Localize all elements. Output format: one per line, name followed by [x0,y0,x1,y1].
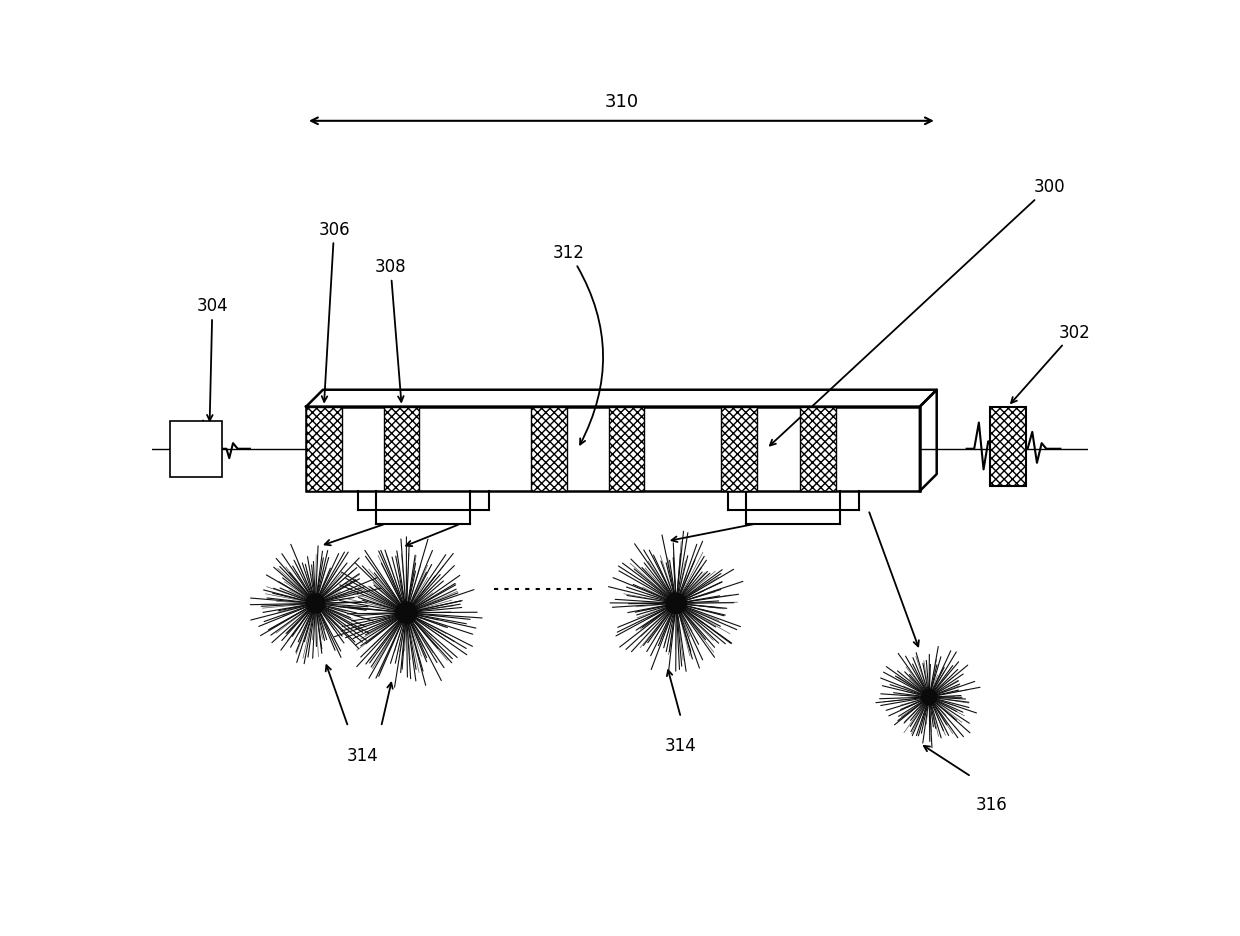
Bar [531,407,567,491]
Circle shape [396,603,417,623]
Bar [609,407,645,491]
Circle shape [306,594,325,613]
Bar [306,407,920,491]
Text: 302: 302 [1011,323,1090,403]
Text: 300: 300 [770,178,1065,446]
Circle shape [311,600,320,607]
Bar [384,407,419,491]
Circle shape [924,692,935,703]
Circle shape [668,596,683,611]
Text: 304: 304 [197,297,228,421]
Circle shape [309,597,322,610]
Bar [306,407,342,491]
Text: 310: 310 [604,93,639,110]
Circle shape [926,695,932,700]
Bar [800,407,836,491]
Bar [170,421,222,477]
Text: 314: 314 [665,737,697,754]
Circle shape [402,608,410,618]
Circle shape [666,593,687,614]
Circle shape [672,599,681,608]
Text: 306: 306 [319,220,350,402]
Text: 316: 316 [976,796,1008,813]
Text: 308: 308 [374,257,407,402]
Circle shape [921,690,936,705]
Text: 312: 312 [553,243,603,445]
Bar [990,407,1025,487]
Text: 314: 314 [346,746,378,764]
Bar [722,407,756,491]
Circle shape [399,606,414,621]
